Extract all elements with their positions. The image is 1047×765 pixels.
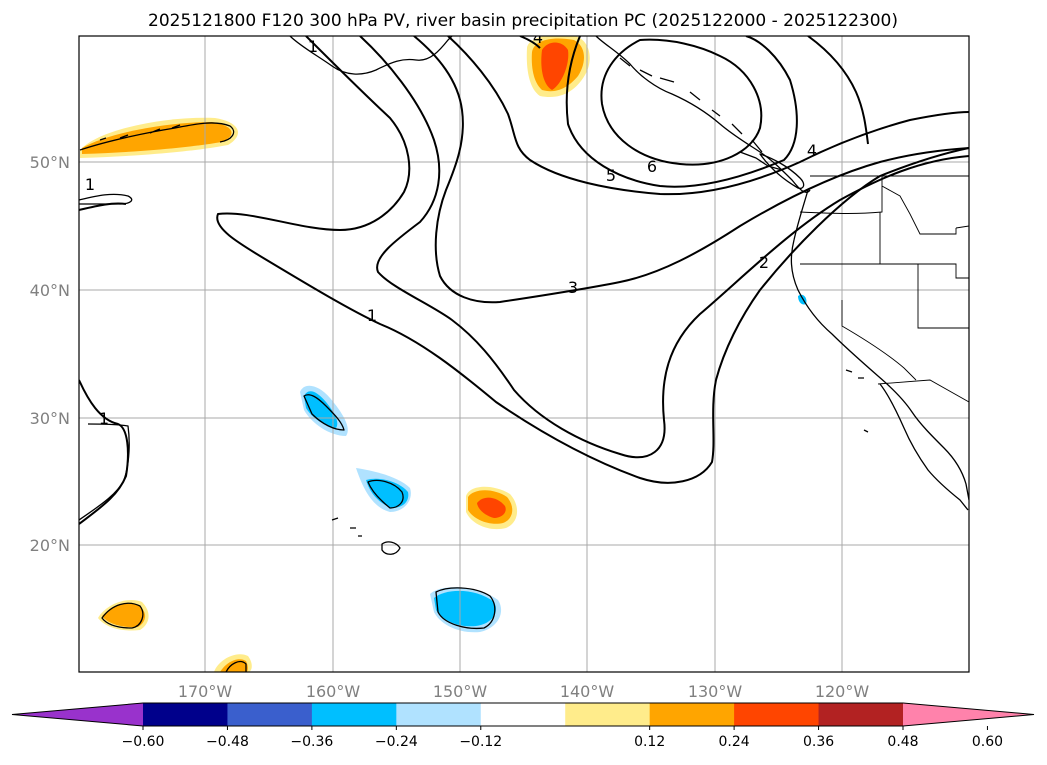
latitude-labels: 50°N 40°N 30°N 20°N [30,153,70,555]
pv-contour-2 [359,36,969,459]
lon-label: 170°W [178,682,233,701]
colorbar-tick-label: −0.36 [290,734,333,750]
colorbar-tick-label: 0.36 [803,734,834,750]
contour-label: 4 [807,141,817,160]
colorbar-bin [480,703,566,726]
positive-anomaly-shading [80,36,590,672]
pv-contours [79,36,969,525]
colorbar-bin [565,703,651,726]
contour-label: 3 [568,278,578,297]
contour-label: 2 [759,253,769,272]
pv-contour-6 [600,38,763,166]
pv-contour-3 [413,36,969,304]
pv-contour-1 [216,36,969,484]
contour-label: 4 [533,28,543,47]
colorbar-extend-high [903,703,1034,726]
colorbar-bin [311,703,397,726]
lat-label: 20°N [30,536,70,555]
colorbar: −0.60 −0.48 −0.36 −0.24 −0.12 0.12 0.24 0.36 0.4… [11,702,1035,750]
lat-label: 40°N [30,281,70,300]
contour-label: 5 [606,166,616,185]
colorbar-tick-label: −0.60 [122,734,165,750]
colorbar-extend-low [12,703,143,726]
pv-contour-5 [565,36,798,188]
contour-label: 1 [367,306,377,325]
lat-label: 30°N [30,409,70,428]
coastlines [79,36,969,672]
lon-label: 120°W [815,682,870,701]
colorbar-bin [649,703,735,726]
contour-label: 1 [99,409,109,428]
colorbar-tick-label: −0.12 [459,734,502,750]
contour-labels: 1 1 1 1 2 3 4 4 5 6 [85,28,817,428]
contour-label: 1 [85,175,95,194]
lon-label: 150°W [433,682,488,701]
figure-title: 2025121800 F120 300 hPa PV, river basin … [148,11,898,31]
graticule [79,36,969,672]
colorbar-tick-label: −0.24 [375,734,418,750]
lon-label: 160°W [306,682,361,701]
colorbar-tick-label: 0.24 [719,734,750,750]
colorbar-tick-label: −0.48 [206,734,249,750]
colorbar-bin [227,703,313,726]
longitude-labels: 170°W 160°W 150°W 140°W 130°W 120°W [178,682,870,701]
colorbar-bin [734,703,820,726]
map-frame [78,35,970,673]
lat-label: 50°N [30,153,70,172]
map-area: 1 1 1 1 2 3 4 4 5 6 [79,28,969,672]
colorbar-tick-label: 0.12 [634,734,665,750]
colorbar-bin [818,703,904,726]
colorbar-bin [396,703,482,726]
lon-label: 140°W [560,682,615,701]
colorbar-tick-label: 0.48 [887,734,918,750]
contour-label: 6 [647,157,657,176]
colorbar-bin [143,703,228,726]
pv-contour-4 [447,36,969,196]
colorbar-tick-label: 0.60 [972,734,1003,750]
lon-label: 130°W [688,682,743,701]
contour-label: 1 [308,37,318,56]
